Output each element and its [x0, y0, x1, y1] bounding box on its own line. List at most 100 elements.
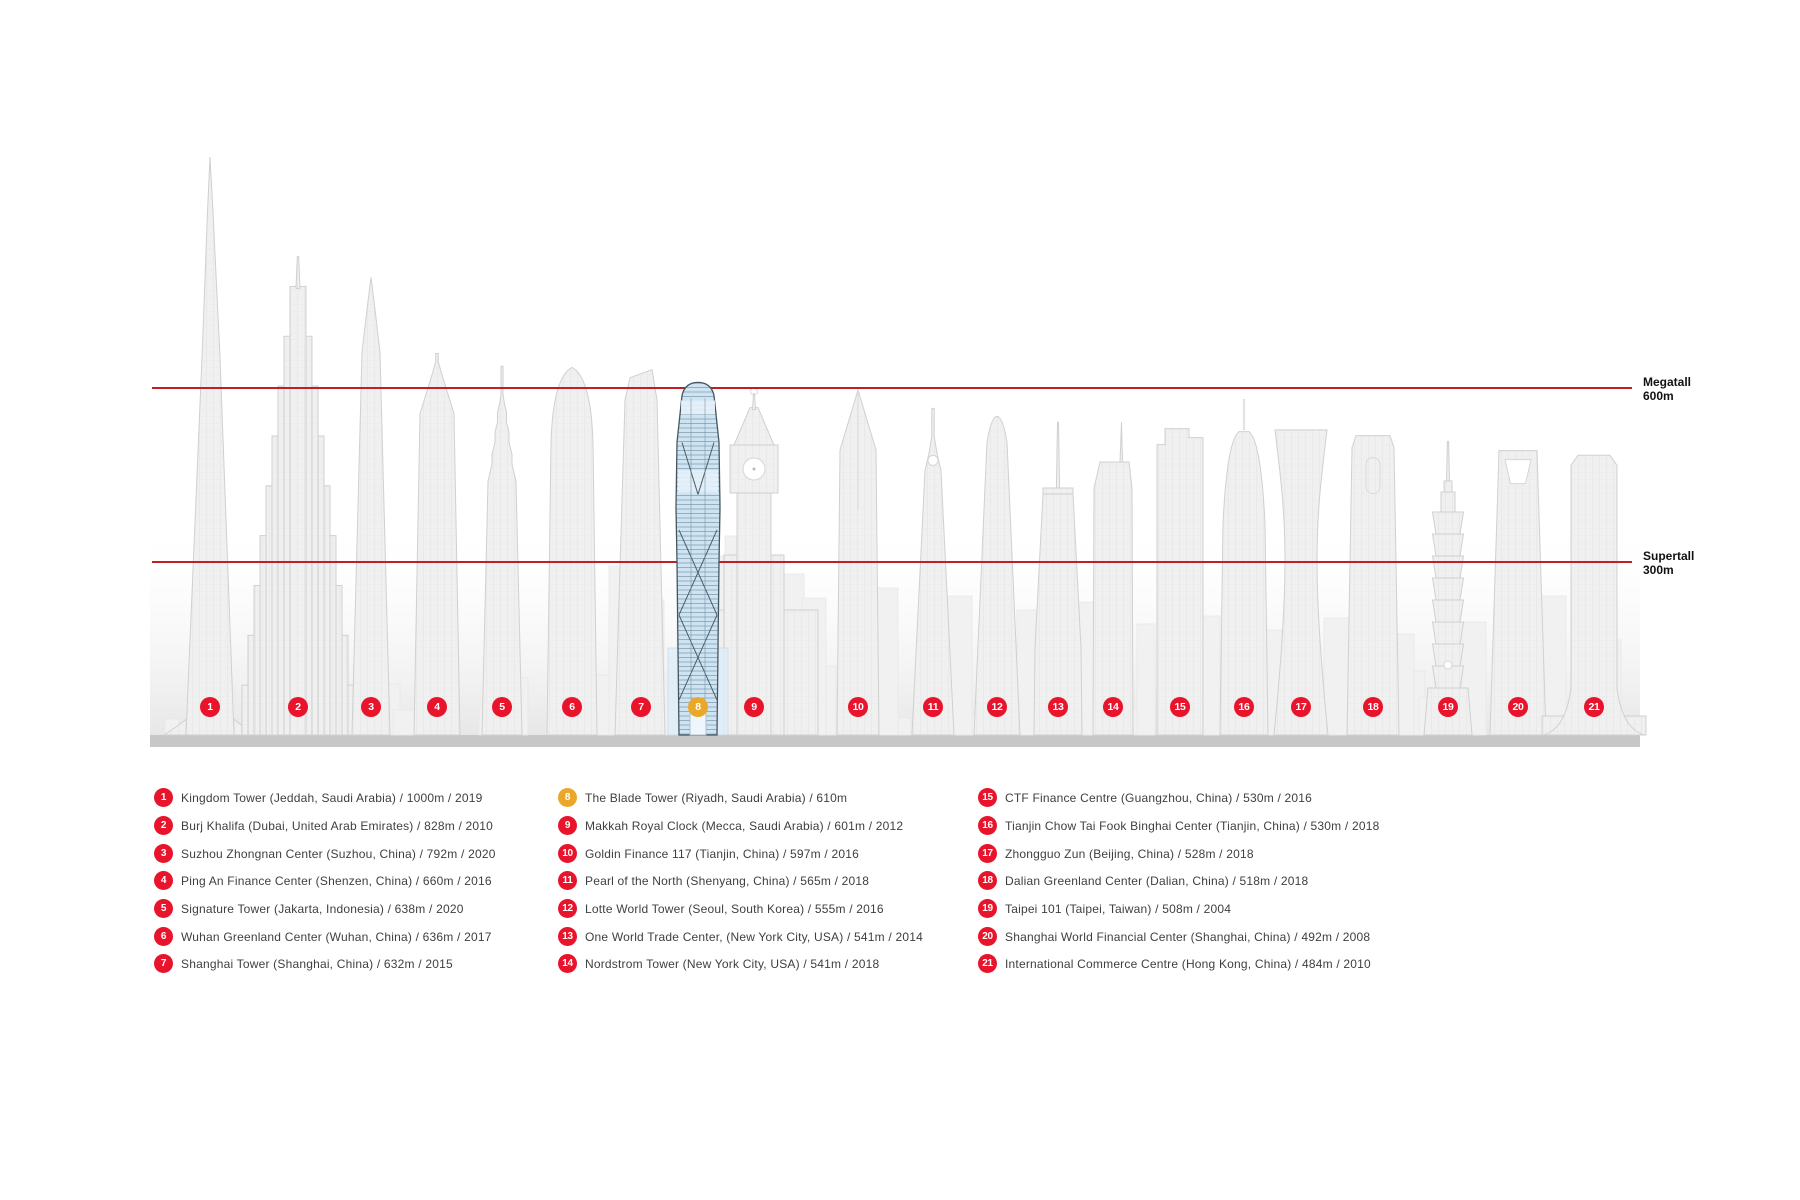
tower-shanghai-tower — [614, 369, 666, 736]
legend-text-13: One World Trade Center, (New York City, … — [585, 929, 923, 944]
legend-text-4: Ping An Finance Center (Shenzen, China) … — [181, 873, 492, 888]
building-badge-16: 16 — [1234, 697, 1254, 717]
tower-pearl-of-the-north — [911, 407, 955, 736]
tower-ping-an-finance-center — [413, 353, 461, 736]
megatall-line — [152, 387, 1632, 389]
building-badge-3: 3 — [361, 697, 381, 717]
building-badge-17: 17 — [1291, 697, 1311, 717]
legend-badge-21: 21 — [978, 954, 997, 973]
legend-item-4: 4 Ping An Finance Center (Shenzen, China)… — [154, 871, 492, 890]
legend-item-11: 11 Pearl of the North (Shenyang, China) /… — [558, 871, 869, 890]
legend-item-1: 1 Kingdom Tower (Jeddah, Saudi Arabia) / … — [154, 788, 483, 807]
legend-text-12: Lotte World Tower (Seoul, South Korea) /… — [585, 901, 884, 916]
building-badge-11: 11 — [923, 697, 943, 717]
legend-badge-13: 13 — [558, 927, 577, 946]
legend-item-10: 10 Goldin Finance 117 (Tianjin, China) / … — [558, 844, 859, 863]
legend-item-13: 13 One World Trade Center, (New York City… — [558, 927, 923, 946]
building-badge-19: 19 — [1438, 697, 1458, 717]
legend-badge-9: 9 — [558, 816, 577, 835]
legend-text-2: Burj Khalifa (Dubai, United Arab Emirate… — [181, 818, 494, 833]
legend-text-20: Shanghai World Financial Center (Shangha… — [1005, 929, 1371, 944]
legend-badge-5: 5 — [154, 899, 173, 918]
legend-text-10: Goldin Finance 117 (Tianjin, China) / 59… — [585, 846, 859, 861]
tower-kingdom-tower — [162, 156, 258, 736]
megatall-title: Megatall — [1643, 375, 1692, 389]
megatall-label: Megatall 600m — [1643, 375, 1763, 403]
building-badge-8: 8 — [688, 697, 708, 717]
legend-badge-7: 7 — [154, 954, 173, 973]
legend-item-16: 16 Tianjin Chow Tai Fook Binghai Center (… — [978, 816, 1379, 835]
legend-badge-12: 12 — [558, 899, 577, 918]
legend-item-14: 14 Nordstrom Tower (New York City, USA) /… — [558, 954, 879, 973]
building-badge-7: 7 — [631, 697, 651, 717]
legend-item-20: 20 Shanghai World Financial Center (Shang… — [978, 927, 1370, 946]
building-badge-14: 14 — [1103, 697, 1123, 717]
legend-badge-10: 10 — [558, 844, 577, 863]
megatall-value: 600m — [1643, 388, 1674, 403]
legend-badge-20: 20 — [978, 927, 997, 946]
tower-taipei-101 — [1423, 440, 1473, 736]
legend-badge-4: 4 — [154, 871, 173, 890]
tower-shanghai-world-financial-center — [1489, 450, 1547, 736]
tower-international-commerce-centre — [1541, 454, 1647, 736]
legend-text-21: International Commerce Centre (Hong Kong… — [1005, 956, 1371, 971]
legend-item-12: 12 Lotte World Tower (Seoul, South Korea)… — [558, 899, 884, 918]
legend-item-17: 17 Zhongguo Zun (Beijing, China) / 528m /… — [978, 844, 1254, 863]
tower-tianjin-chow-tai-fook-binghai-center — [1219, 399, 1269, 736]
building-badge-20: 20 — [1508, 697, 1528, 717]
legend-badge-16: 16 — [978, 816, 997, 835]
legend-text-14: Nordstrom Tower (New York City, USA) / 5… — [585, 956, 880, 971]
legend-badge-11: 11 — [558, 871, 577, 890]
legend-text-6: Wuhan Greenland Center (Wuhan, China) / … — [181, 929, 492, 944]
legend-item-9: 9 Makkah Royal Clock (Mecca, Saudi Arabia… — [558, 816, 903, 835]
building-badge-18: 18 — [1363, 697, 1383, 717]
legend-text-17: Zhongguo Zun (Beijing, China) / 528m / 2… — [1005, 846, 1254, 861]
legend-text-18: Dalian Greenland Center (Dalian, China) … — [1005, 873, 1309, 888]
supertall-title: Supertall — [1643, 549, 1695, 563]
legend-text-9: Makkah Royal Clock (Mecca, Saudi Arabia)… — [585, 818, 904, 833]
legend-item-21: 21 International Commerce Centre (Hong Ko… — [978, 954, 1371, 973]
building-badge-1: 1 — [200, 697, 220, 717]
legend-item-5: 5 Signature Tower (Jakarta, Indonesia) / … — [154, 899, 464, 918]
legend-badge-2: 2 — [154, 816, 173, 835]
tower-one-world-trade-center — [1033, 421, 1083, 736]
legend-badge-15: 15 — [978, 788, 997, 807]
legend-item-18: 18 Dalian Greenland Center (Dalian, China… — [978, 871, 1308, 890]
building-badge-21: 21 — [1584, 697, 1604, 717]
tower-dalian-greenland-center — [1346, 435, 1400, 736]
tower-signature-tower — [481, 365, 523, 736]
building-badge-4: 4 — [427, 697, 447, 717]
legend-item-2: 2 Burj Khalifa (Dubai, United Arab Emirat… — [154, 816, 493, 835]
legend-text-5: Signature Tower (Jakarta, Indonesia) / 6… — [181, 901, 464, 916]
legend-text-8: The Blade Tower (Riyadh, Saudi Arabia) /… — [585, 790, 848, 805]
tower-wuhan-greenland-center — [546, 366, 598, 736]
legend-text-15: CTF Finance Centre (Guangzhou, China) / … — [1005, 790, 1313, 805]
building-badge-13: 13 — [1048, 697, 1068, 717]
legend-text-19: Taipei 101 (Taipei, Taiwan) / 508m / 200… — [1005, 901, 1232, 916]
legend-item-8: 8 The Blade Tower (Riyadh, Saudi Arabia) … — [558, 788, 847, 807]
legend-badge-19: 19 — [978, 899, 997, 918]
legend-item-3: 3 Suzhou Zhongnan Center (Suzhou, China) … — [154, 844, 496, 863]
legend-badge-3: 3 — [154, 844, 173, 863]
legend-text-3: Suzhou Zhongnan Center (Suzhou, China) /… — [181, 846, 496, 861]
legend-badge-8: 8 — [558, 788, 577, 807]
building-badge-10: 10 — [848, 697, 868, 717]
legend-badge-1: 1 — [154, 788, 173, 807]
building-badge-12: 12 — [987, 697, 1007, 717]
building-badge-5: 5 — [492, 697, 512, 717]
legend-item-7: 7 Shanghai Tower (Shanghai, China) / 632m… — [154, 954, 453, 973]
building-badge-15: 15 — [1170, 697, 1190, 717]
tower-nordstrom-tower — [1092, 422, 1134, 736]
supertall-label: Supertall 300m — [1643, 549, 1763, 577]
tower-ctf-finance-centre — [1156, 428, 1204, 736]
legend-item-15: 15 CTF Finance Centre (Guangzhou, China) … — [978, 788, 1312, 807]
legend-badge-14: 14 — [558, 954, 577, 973]
legend-badge-6: 6 — [154, 927, 173, 946]
tower-suzhou-zhongnan-center — [351, 277, 391, 736]
tower-zhongguo-zun — [1273, 429, 1329, 736]
building-badge-2: 2 — [288, 697, 308, 717]
tower-lotte-world-tower — [973, 415, 1021, 736]
supertall-line — [152, 561, 1632, 563]
